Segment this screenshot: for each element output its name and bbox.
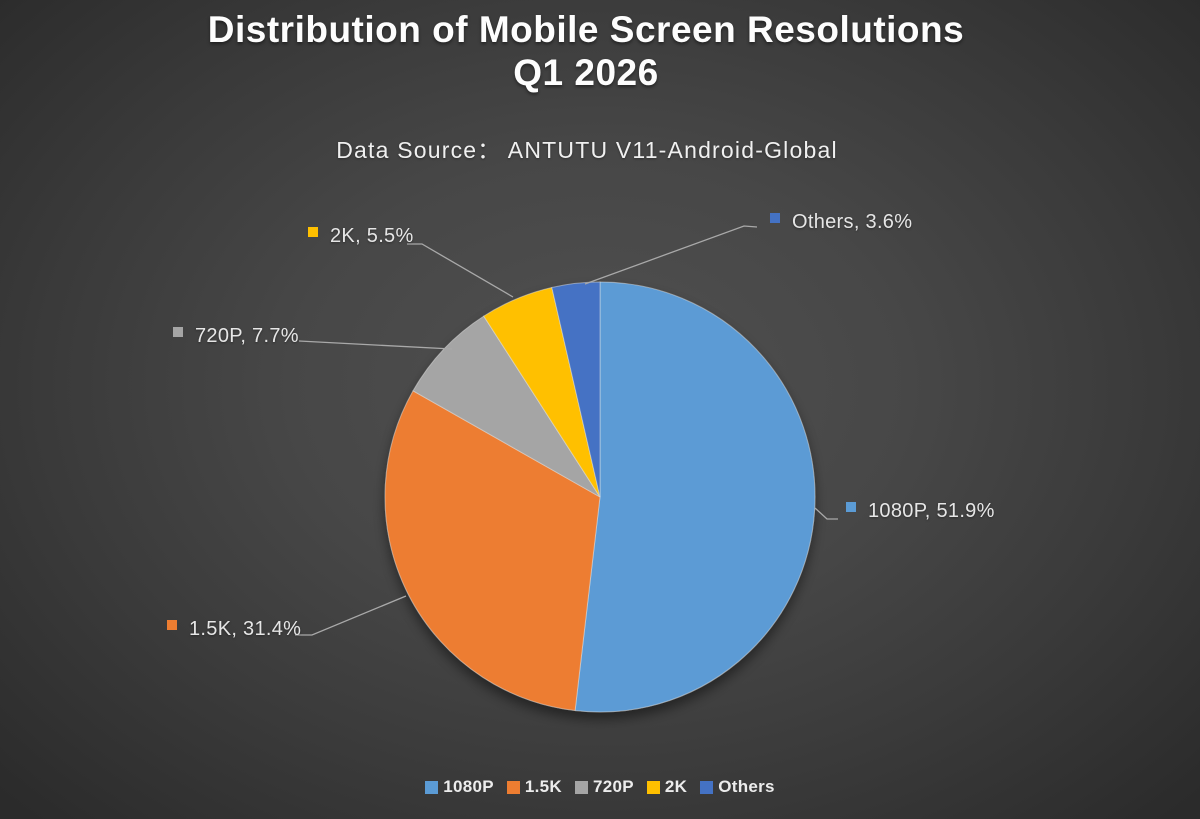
chart-title-line1: Distribution of Mobile Screen Resolution…: [207, 9, 965, 50]
pie-slice-1080P[interactable]: [574, 281, 816, 713]
1080p-legend-marker-icon: [425, 780, 439, 794]
callout-others: Others, 3.6%: [770, 211, 912, 234]
720p-legend-marker-icon: [574, 780, 588, 794]
callout-2k: 2K, 5.5%: [308, 225, 414, 248]
chart-title-line2: Q1 2026: [513, 52, 659, 93]
callout-1-5k-label: 1.5K, 31.4%: [189, 618, 302, 640]
leader-lines: [295, 225, 838, 636]
legend-item-1080p[interactable]: 1080P: [425, 777, 494, 797]
leader-line: [407, 243, 514, 298]
leader-line: [298, 340, 453, 350]
callout-2k-label: 2K, 5.5%: [330, 225, 414, 247]
1080p-marker-icon: [846, 501, 856, 512]
leader-line: [295, 595, 407, 636]
1-5k-legend-marker-icon: [506, 780, 520, 794]
legend-item-others[interactable]: Others: [700, 777, 775, 797]
data-source-label: Data Source： ANTUTU V11-Android-Global: [336, 137, 838, 163]
pie-slice-720P[interactable]: [412, 315, 601, 498]
pie-slices[interactable]: [384, 281, 816, 713]
legend-item-720p[interactable]: 720P: [574, 777, 634, 797]
callout-others-label: Others, 3.6%: [792, 211, 913, 233]
callout-720p: 720P, 7.7%: [173, 325, 299, 348]
2k-marker-icon: [308, 226, 318, 237]
pie-slice-2K[interactable]: [483, 286, 601, 498]
legend-label-1-5k: 1.5K: [524, 777, 562, 796]
callout-1080p: 1080P, 51.9%: [846, 500, 995, 523]
2k-legend-marker-icon: [646, 780, 660, 794]
1-5k-marker-icon: [167, 619, 177, 630]
legend-item-2k[interactable]: 2K: [646, 777, 688, 797]
legend-item-1-5k[interactable]: 1.5K: [506, 777, 562, 797]
chart-header: Distribution of Mobile Screen Resolution…: [0, 8, 1172, 94]
pie-slice-1.5K[interactable]: [384, 390, 601, 712]
chart-legend: 1080P 1.5K 720P 2K Others: [0, 777, 1200, 797]
legend-label-others: Others: [718, 777, 775, 796]
legend-label-1080p: 1080P: [443, 777, 494, 796]
leader-line: [814, 507, 838, 520]
callout-1080p-label: 1080P, 51.9%: [868, 500, 995, 522]
callout-1-5k: 1.5K, 31.4%: [167, 618, 301, 641]
others-marker-icon: [770, 212, 780, 223]
others-legend-marker-icon: [700, 780, 714, 794]
legend-label-2k: 2K: [664, 777, 688, 796]
pie-slice-Others[interactable]: [551, 281, 601, 498]
legend-label-720p: 720P: [592, 777, 634, 796]
720p-marker-icon: [173, 326, 183, 337]
callout-720p-label: 720P, 7.7%: [195, 325, 299, 347]
leader-line: [584, 225, 758, 285]
